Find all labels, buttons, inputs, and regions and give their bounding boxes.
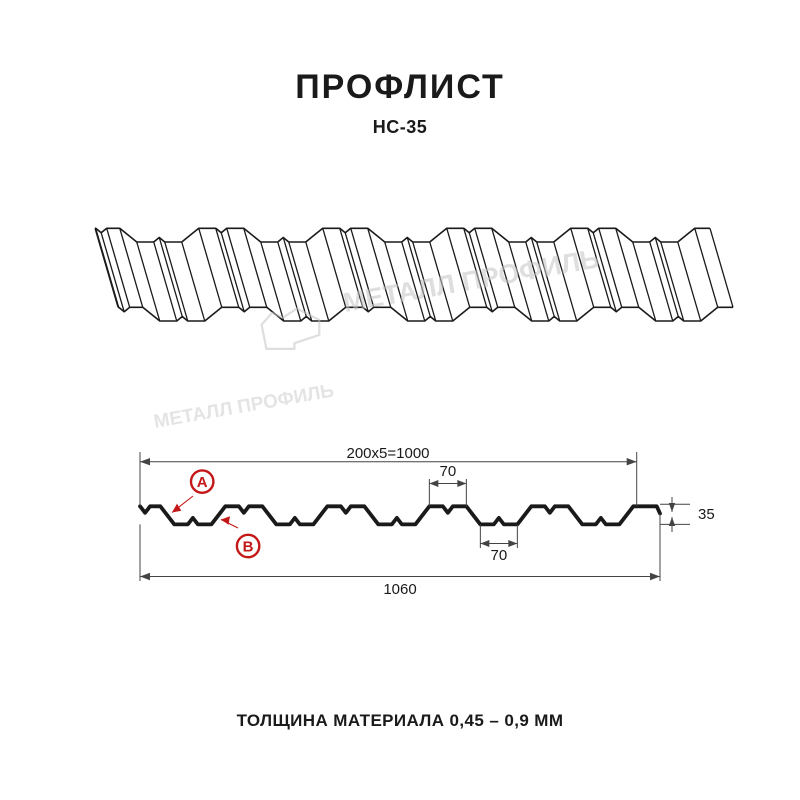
- svg-text:A: A: [197, 474, 208, 491]
- svg-text:МЕТАЛЛ ПРОФИЛЬ: МЕТАЛЛ ПРОФИЛЬ: [152, 381, 335, 433]
- svg-text:70: 70: [491, 547, 508, 564]
- svg-text:200x5=1000: 200x5=1000: [347, 445, 430, 462]
- svg-text:35: 35: [698, 506, 715, 523]
- svg-text:B: B: [243, 538, 254, 555]
- svg-text:1060: 1060: [383, 581, 416, 598]
- svg-text:70: 70: [440, 463, 457, 480]
